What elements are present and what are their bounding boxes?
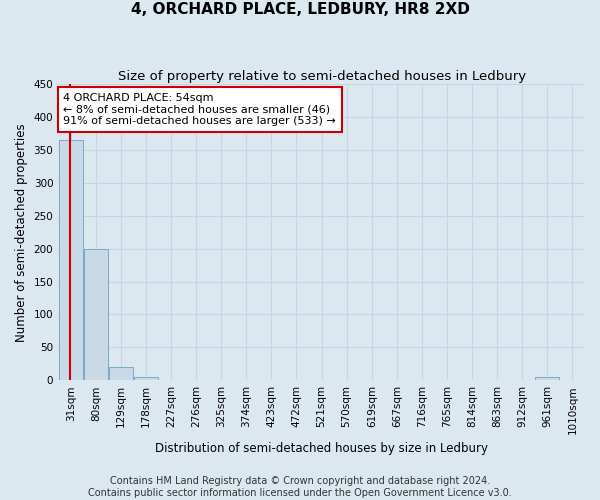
Y-axis label: Number of semi-detached properties: Number of semi-detached properties (15, 123, 28, 342)
Bar (535, 377, 559, 380)
Bar (84, 248, 108, 380)
Bar (109, 367, 133, 380)
Text: 4, ORCHARD PLACE, LEDBURY, HR8 2XD: 4, ORCHARD PLACE, LEDBURY, HR8 2XD (131, 2, 469, 18)
X-axis label: Distribution of semi-detached houses by size in Ledbury: Distribution of semi-detached houses by … (155, 442, 488, 455)
Bar (59, 140, 83, 380)
Bar (134, 377, 158, 380)
Text: 4 ORCHARD PLACE: 54sqm
← 8% of semi-detached houses are smaller (46)
91% of semi: 4 ORCHARD PLACE: 54sqm ← 8% of semi-deta… (64, 93, 336, 126)
Text: Contains HM Land Registry data © Crown copyright and database right 2024.
Contai: Contains HM Land Registry data © Crown c… (88, 476, 512, 498)
Title: Size of property relative to semi-detached houses in Ledbury: Size of property relative to semi-detach… (118, 70, 526, 83)
